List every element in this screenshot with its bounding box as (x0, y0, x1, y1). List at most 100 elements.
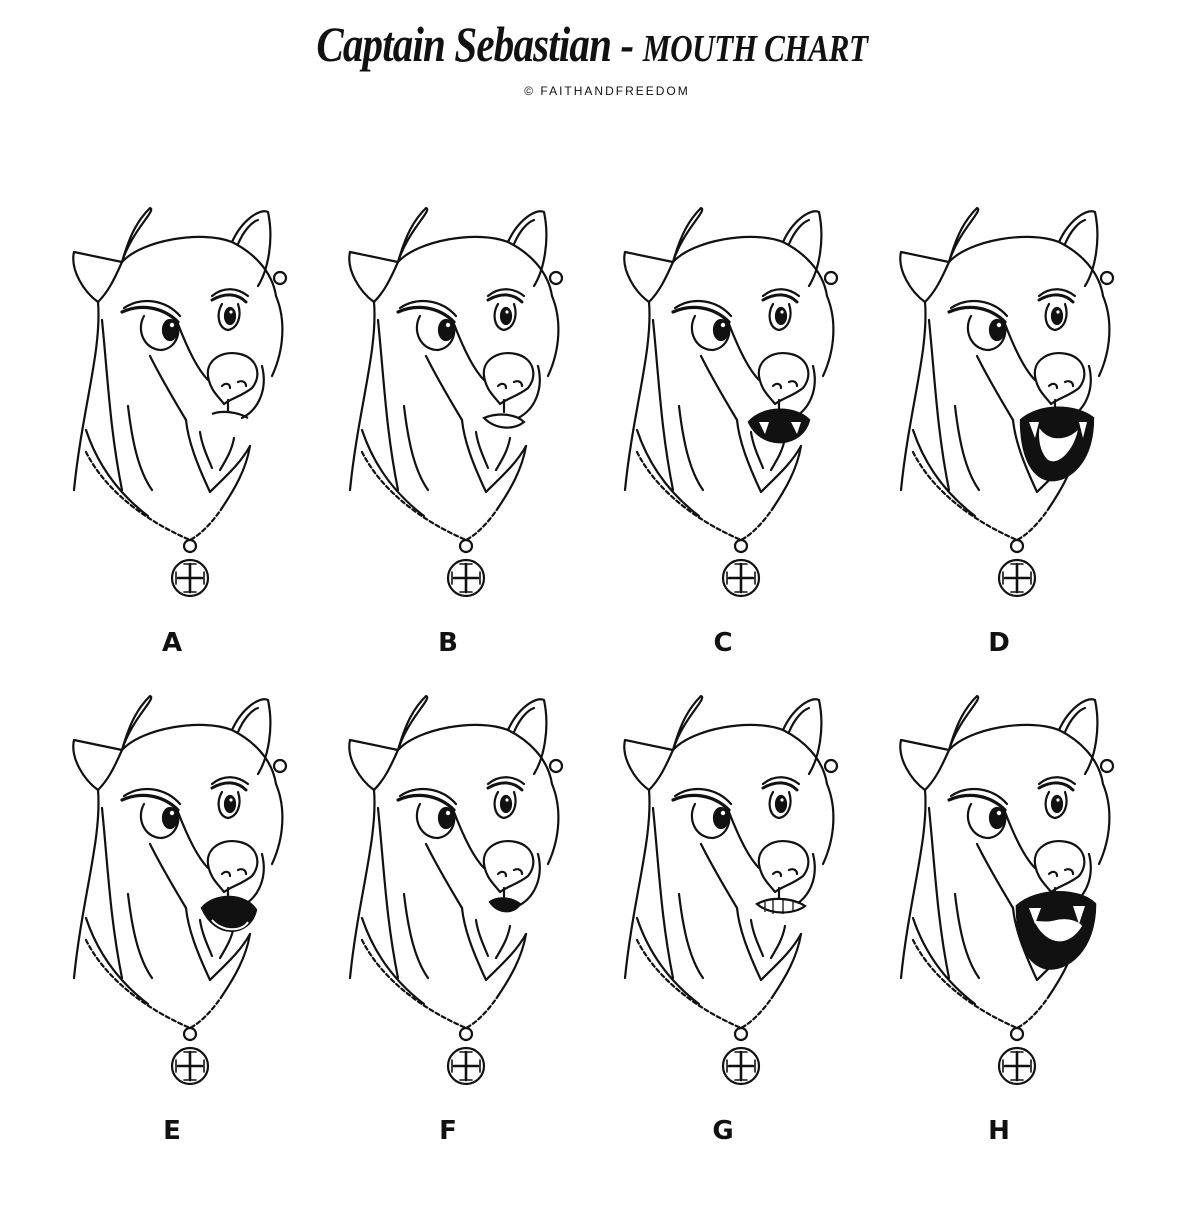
mouth-label: H (988, 1116, 1010, 1146)
collar-tag (997, 1046, 1037, 1086)
collar-tag (721, 1046, 761, 1086)
mouth-shape (200, 895, 258, 932)
right-eye (1044, 790, 1068, 820)
right-brow (210, 288, 250, 298)
dog-head-drawing (623, 206, 839, 598)
chart-header: Captain Sebastian - MOUTH CHART (0, 14, 1184, 79)
dog-head-drawing (899, 206, 1115, 598)
right-ear (506, 698, 548, 776)
collar-chain (911, 450, 1051, 542)
left-brow (673, 300, 733, 318)
right-brow (210, 776, 250, 786)
nose (206, 352, 259, 406)
right-ear (1057, 698, 1099, 776)
title-main: Captain Sebastian - (316, 16, 643, 72)
left-brow (949, 788, 1009, 806)
right-eye (217, 790, 241, 820)
left-ear (348, 738, 400, 792)
nose (482, 840, 535, 894)
dog-head-drawing (623, 694, 839, 1086)
earring (823, 270, 839, 286)
mouth-shape (1019, 406, 1095, 482)
right-ear (506, 210, 548, 288)
dog-head-drawing (348, 206, 564, 598)
right-ear (1057, 210, 1099, 288)
mouth-shape (488, 897, 522, 913)
collar-tag (721, 558, 761, 598)
right-eye (217, 302, 241, 332)
face-cell-g: G (613, 688, 863, 1158)
mouth-label: B (438, 628, 458, 658)
dog-head-drawing (72, 206, 288, 598)
right-eye (1044, 302, 1068, 332)
nose (1033, 840, 1086, 894)
left-ear (623, 738, 675, 792)
face-cell-e: E (62, 688, 312, 1158)
right-eye (768, 790, 792, 820)
left-eye (415, 802, 456, 840)
mouth-label: E (163, 1116, 181, 1146)
left-eye (139, 802, 180, 840)
mouth-shape (755, 897, 807, 914)
mouth-label: F (439, 1116, 457, 1146)
left-eye (690, 314, 731, 352)
earring (548, 758, 564, 774)
right-brow (1037, 776, 1077, 786)
earring (823, 758, 839, 774)
right-brow (1037, 288, 1077, 298)
left-brow (122, 300, 182, 318)
collar-tag (997, 558, 1037, 598)
collar-chain (635, 938, 775, 1030)
right-eye (493, 790, 517, 820)
right-brow (486, 776, 526, 786)
right-brow (486, 288, 526, 298)
collar-chain (84, 450, 224, 542)
right-ear (781, 210, 823, 288)
collar-chain (360, 450, 500, 542)
right-eye (493, 302, 517, 332)
left-ear (72, 250, 124, 304)
collar-chain (635, 450, 775, 542)
left-eye (415, 314, 456, 352)
left-ear (72, 738, 124, 792)
collar-chain (911, 938, 1051, 1030)
mouth-shape (211, 410, 249, 419)
earring (1099, 270, 1115, 286)
mouth-label: C (713, 628, 733, 658)
dog-head-drawing (348, 694, 564, 1086)
right-brow (761, 288, 801, 298)
mouth-label: D (988, 628, 1010, 658)
dog-head-drawing (899, 694, 1115, 1086)
mouth-label: G (712, 1116, 734, 1146)
left-ear (623, 250, 675, 304)
face-cell-d: D (889, 200, 1139, 670)
left-brow (122, 788, 182, 806)
face-cell-h: H (889, 688, 1139, 1158)
mouth-shape (747, 408, 811, 444)
collar-chain (360, 938, 500, 1030)
nose (482, 352, 535, 406)
face-cell-b: B (338, 200, 588, 670)
left-ear (899, 738, 951, 792)
earring (272, 270, 288, 286)
left-ear (899, 250, 951, 304)
face-cell-c: C (613, 200, 863, 670)
right-eye (768, 302, 792, 332)
earring (548, 270, 564, 286)
nose (757, 352, 810, 406)
left-eye (966, 314, 1007, 352)
left-ear (348, 250, 400, 304)
collar-tag (446, 1046, 486, 1086)
dog-head-drawing (72, 694, 288, 1086)
title-subtitle: MOUTH CHART (642, 28, 868, 70)
left-brow (673, 788, 733, 806)
collar-chain (84, 938, 224, 1030)
nose (206, 840, 259, 894)
mouth-shape (1015, 890, 1097, 970)
copyright-credit: © FAITHANDFREEDOM (524, 84, 690, 98)
right-ear (230, 698, 272, 776)
left-eye (690, 802, 731, 840)
left-eye (966, 802, 1007, 840)
earring (1099, 758, 1115, 774)
left-brow (949, 300, 1009, 318)
